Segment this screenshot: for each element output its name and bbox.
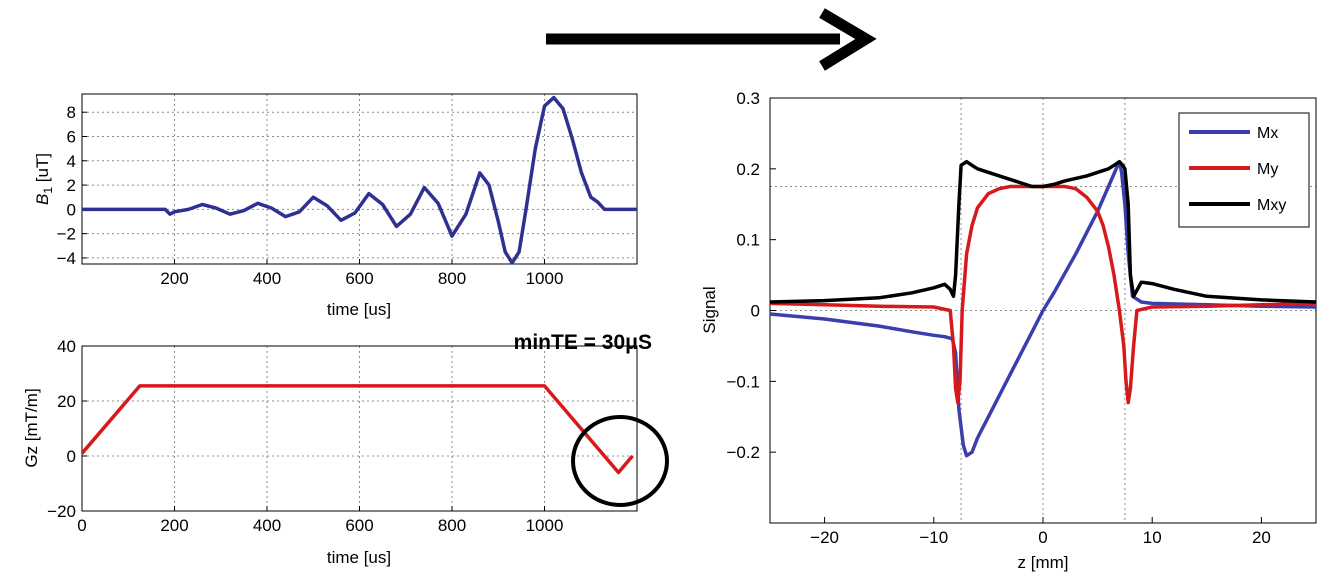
signal-x-tick-label: 10	[1143, 528, 1162, 547]
b1-x-tick-label: 1000	[526, 269, 564, 288]
gz-x-tick-label: 400	[253, 516, 281, 535]
signal-tick-labels: −20 −10 0 10 20 −0.2 −0.1 0 0.1 0.2 0.3	[726, 89, 1270, 547]
signal-x-axis-label: z [mm]	[1018, 553, 1069, 572]
gz-x-tick-label: 600	[345, 516, 373, 535]
b1-tick-labels: 200 400 600 800 1000 −4 −2 0 2 4 6 8	[57, 103, 564, 288]
signal-legend: Mx My Mxy	[1178, 112, 1310, 228]
highlight-circle	[571, 415, 669, 507]
b1-x-tick-label: 200	[160, 269, 188, 288]
signal-profile-panel: −20 −10 0 10 20 −0.2 −0.1 0 0.1 0.2 0.3 Mx My Mxy Si…	[700, 89, 1317, 572]
signal-x-tick-label: −10	[919, 528, 948, 547]
signal-y-tick-label: 0.1	[736, 231, 760, 250]
gz-x-axis-label: time [us]	[327, 548, 391, 567]
b1-waveform-panel: 200 400 600 800 1000 −4 −2 0 2 4 6 8 B1 [uT] time […	[33, 93, 638, 319]
signal-x-tick-label: 0	[1038, 528, 1047, 547]
gz-x-tick-label: 1000	[526, 516, 564, 535]
b1-y-tick-label: 8	[67, 103, 76, 122]
gz-y-tick-label: 0	[67, 447, 76, 466]
min-te-annotation: minTE = 30μS	[514, 331, 652, 354]
b1-series-line	[82, 95, 637, 265]
gz-y-tick-label: 20	[57, 392, 76, 411]
b1-y-tick-label: −2	[57, 225, 76, 244]
gz-y-tick-label: −20	[47, 502, 76, 521]
direction-arrow	[546, 8, 877, 71]
b1-x-tick-label: 400	[253, 269, 281, 288]
gz-y-axis-label: Gz [mT/m]	[22, 388, 41, 467]
signal-y-tick-label: −0.1	[726, 372, 760, 391]
signal-y-tick-label: 0.3	[736, 89, 760, 108]
b1-y-axis-label: B1 [uT]	[33, 153, 55, 205]
signal-series-mxy	[769, 159, 1317, 304]
signal-x-tick-label: −20	[810, 528, 839, 547]
b1-x-tick-label: 600	[345, 269, 373, 288]
signal-y-tick-label: 0.2	[736, 160, 760, 179]
signal-series-lines	[769, 159, 1317, 458]
b1-x-axis-label: time [us]	[327, 300, 391, 319]
gz-x-tick-label: 0	[77, 516, 86, 535]
b1-y-tick-label: 4	[67, 152, 76, 171]
signal-x-tick-label: 20	[1252, 528, 1271, 547]
legend-label-my: My	[1257, 161, 1278, 178]
b1-y-tick-label: 2	[67, 176, 76, 195]
signal-y-tick-label: −0.2	[726, 443, 760, 462]
gz-x-tick-label: 200	[160, 516, 188, 535]
gz-x-tick-label: 800	[438, 516, 466, 535]
gz-y-tick-label: 40	[57, 337, 76, 356]
b1-x-tick-label: 800	[438, 269, 466, 288]
signal-y-axis-label: Signal	[700, 286, 719, 333]
signal-series-my	[769, 184, 1317, 405]
legend-label-mx: Mx	[1257, 125, 1278, 142]
b1-y-tick-label: 0	[67, 200, 76, 219]
gz-series-line	[80, 384, 634, 475]
b1-grid	[82, 94, 637, 264]
b1-y-tick-label: −4	[57, 249, 76, 268]
legend-label-mxy: Mxy	[1257, 197, 1286, 214]
b1-y-tick-label: 6	[67, 128, 76, 147]
gz-grid	[81, 345, 637, 512]
signal-y-tick-label: 0	[751, 302, 760, 321]
